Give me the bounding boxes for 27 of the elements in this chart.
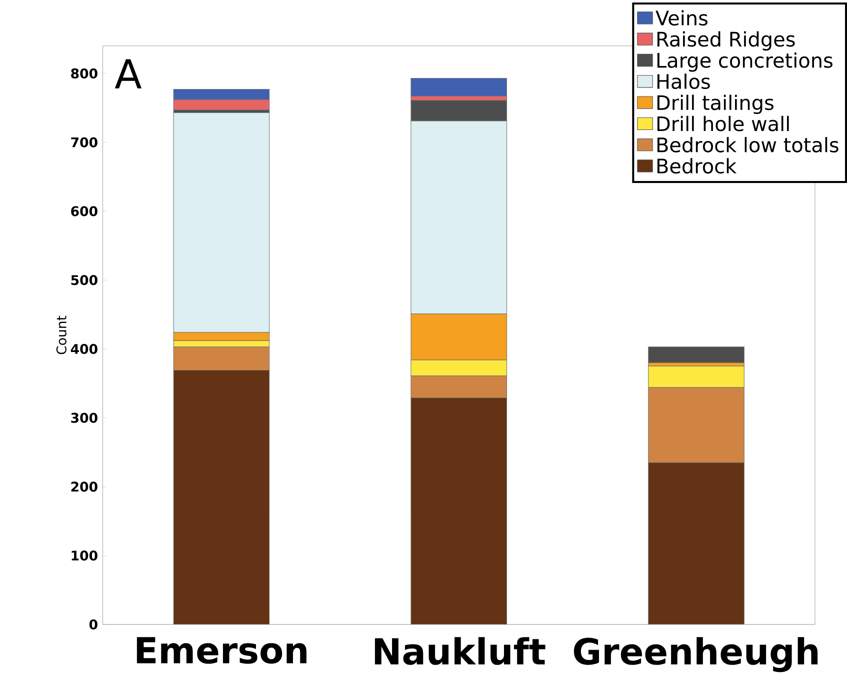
legend-label: Drill hole wall [657, 116, 789, 132]
y-tick-label: 500 [71, 274, 98, 285]
y-tick-label: 100 [72, 550, 98, 560]
legend-label: Veins [656, 10, 708, 26]
x-tick-label: Greenheugh [574, 636, 818, 672]
bar [648, 346, 744, 363]
bar [648, 462, 744, 624]
legend-label: Bedrock [657, 158, 737, 174]
y-axis-title: Count [56, 316, 66, 354]
bar [410, 397, 507, 624]
legend-label: Drill tailings [657, 94, 774, 114]
bar [173, 370, 270, 624]
bar [410, 78, 507, 96]
y-tick-label: 700 [71, 137, 98, 148]
x-tick-label: Naukluft [374, 636, 546, 665]
y-tick-label: 800 [71, 68, 98, 78]
y-tick-label: 300 [71, 412, 98, 423]
legend-label: Bedrock low totals [657, 136, 838, 152]
y-tick-label: 600 [71, 206, 98, 216]
annotation: A [114, 59, 142, 88]
legend-label: Raised Ridges [657, 31, 795, 50]
legend-label: Large concretions [657, 52, 832, 72]
legend-label: Halos [657, 73, 710, 89]
y-tick-label: 400 [70, 344, 98, 354]
y-tick-label: 200 [71, 482, 98, 492]
y-tick-label: 0 [89, 619, 98, 630]
x-tick-label: Emerson [136, 636, 306, 664]
